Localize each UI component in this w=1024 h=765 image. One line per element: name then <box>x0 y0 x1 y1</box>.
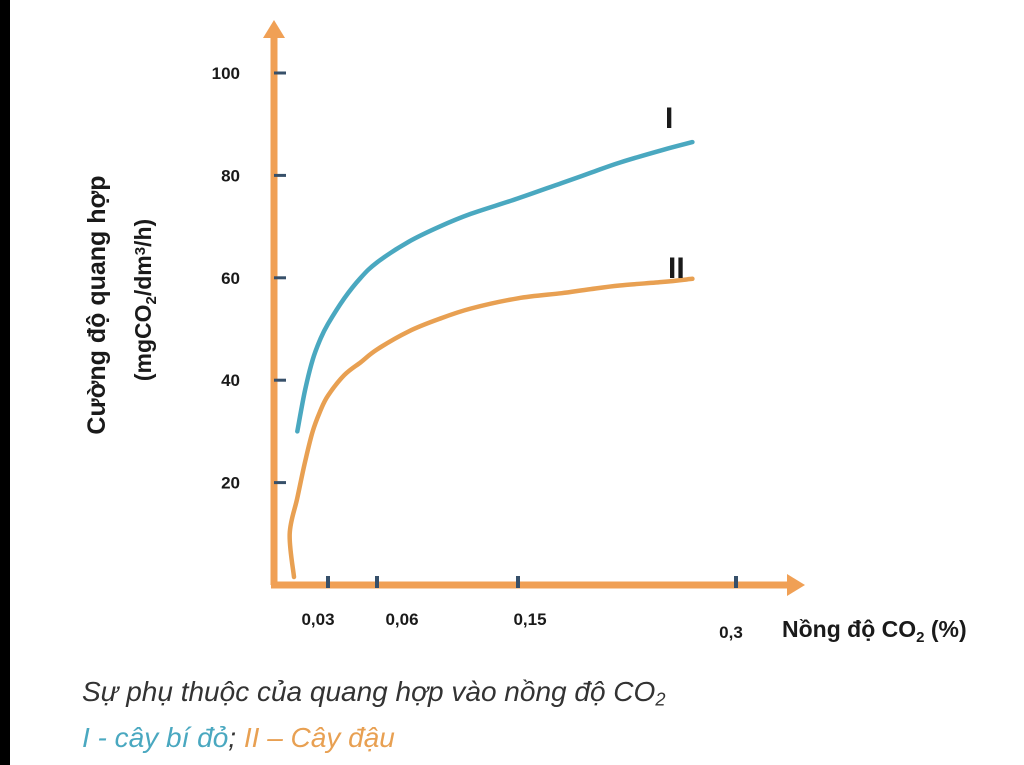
series-lines: III <box>287 102 695 580</box>
y-tick-label: 100 <box>212 64 240 83</box>
legend-series-one: I - cây bí đỏ <box>82 722 229 753</box>
figure-legend: I - cây bí đỏ; II – Cây đậu <box>82 722 395 754</box>
ticks: 20 40 60 80 100 0,03 0,06 0,15 0,3 <box>212 64 743 642</box>
y-axis-unit: (mgCO2/dm3/h) <box>130 219 160 381</box>
legend-series-two: II – Cây đậu <box>236 722 395 753</box>
x-axis-title-part: Nồng độ CO <box>782 616 916 642</box>
legend-separator: ; <box>228 722 237 753</box>
x-tick-label: 0,3 <box>719 623 743 642</box>
axis-labels: Cường độ quang hợp (mgCO2/dm3/h)Nồng độ C… <box>83 175 967 645</box>
figure-caption: Sự phụ thuộc của quang hợp vào nồng độ C… <box>82 676 665 711</box>
x-tick-label: 0,03 <box>301 610 334 629</box>
y-axis-unit-part: (mgCO <box>130 305 156 382</box>
y-axis-unit-part: 2 <box>143 296 160 304</box>
x-axis-title: Nồng độ CO2 (%) <box>782 616 967 646</box>
series-line-ii <box>287 276 695 580</box>
y-axis-unit-part: /dm <box>130 255 156 296</box>
y-tick-label: 60 <box>221 269 240 288</box>
y-axis-arrowhead <box>263 20 285 38</box>
x-tick-label: 0,06 <box>385 610 418 629</box>
x-axis-title-part: 2 <box>916 629 924 646</box>
y-axis-unit-part: 3 <box>132 247 149 255</box>
series-label-i: I <box>665 102 673 135</box>
y-tick-label: 20 <box>221 474 240 493</box>
axes <box>263 20 805 596</box>
y-tick-label: 40 <box>221 371 240 390</box>
y-tick-label: 80 <box>221 166 240 185</box>
series-line-i <box>295 139 695 434</box>
y-axis-title: Cường độ quang hợp <box>83 175 111 434</box>
caption-title: Sự phụ thuộc của quang hợp vào nồng độ C… <box>82 676 656 707</box>
y-axis-unit-part: /h) <box>130 219 156 247</box>
x-axis-arrowhead <box>787 574 805 596</box>
x-axis-title-part: (%) <box>924 616 966 642</box>
series-label-ii: II <box>668 252 685 285</box>
caption-title-sub: 2 <box>655 689 666 710</box>
chart-stage: 20 40 60 80 100 0,03 0,06 0,15 0,3 I II Cường độ … <box>10 0 1024 765</box>
x-tick-label: 0,15 <box>513 610 546 629</box>
